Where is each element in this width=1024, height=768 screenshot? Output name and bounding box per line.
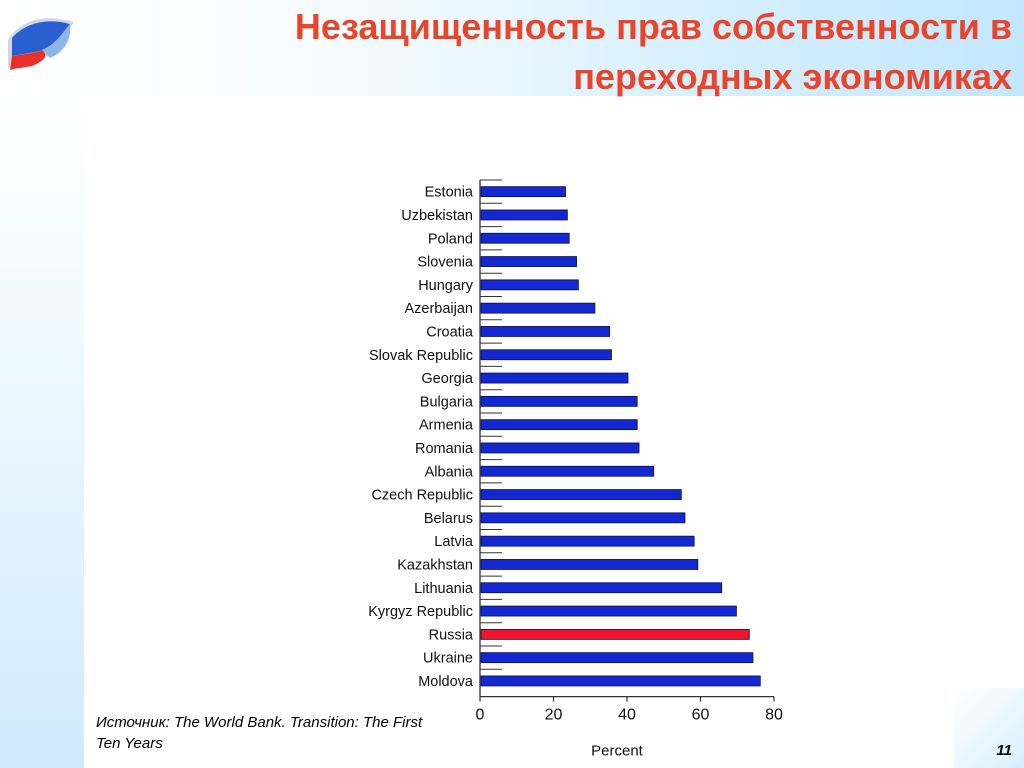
category-label: Armenia	[419, 418, 474, 434]
bar-slovak-republic	[480, 349, 612, 361]
page-number: 11	[996, 742, 1012, 759]
category-label: Hungary	[418, 278, 474, 294]
title-line-1: Незащищенность прав собственности в	[294, 6, 1012, 47]
category-label: Uzbekistan	[401, 208, 473, 224]
bar-kyrgyz-republic	[480, 605, 737, 617]
x-tick-label: 60	[692, 707, 710, 724]
source-note: Источник: The World Bank. Transition: Th…	[96, 714, 423, 752]
bar-kazakhstan	[480, 559, 699, 570]
category-label: Kyrgyz Republic	[368, 604, 473, 620]
corner-decor-band	[954, 688, 1024, 768]
bar-armenia	[480, 419, 638, 431]
category-label: Slovenia	[417, 255, 474, 271]
category-label: Kazakhstan	[397, 557, 473, 573]
category-label: Croatia	[426, 324, 474, 340]
bar-croatia	[480, 326, 611, 337]
category-label: Czech Republic	[371, 488, 473, 504]
bar-lithuania	[480, 582, 723, 594]
category-label: Albania	[425, 464, 474, 480]
bar-poland	[480, 232, 570, 244]
bar-czech-republic	[480, 489, 682, 500]
bar-moldova	[480, 675, 761, 687]
x-tick-label: 80	[765, 707, 783, 724]
category-label: Moldova	[418, 674, 474, 690]
category-label: Bulgaria	[420, 394, 474, 410]
bar-latvia	[480, 535, 695, 547]
title-line-2: переходных экономиках	[573, 56, 1012, 97]
category-label: Latvia	[434, 534, 474, 550]
bar-slovenia	[480, 256, 577, 267]
bar-ukraine	[480, 652, 754, 664]
slide-title: Незащищенность прав собственности в пере…	[112, 2, 1012, 102]
x-tick-label: 20	[545, 707, 563, 724]
category-label: Azerbaijan	[404, 301, 473, 317]
category-label: Slovak Republic	[369, 348, 473, 364]
x-tick-label: 0	[476, 707, 485, 724]
category-label: Georgia	[421, 371, 474, 387]
bar-bulgaria	[480, 395, 638, 407]
bar-albania	[480, 465, 655, 477]
header-band	[0, 0, 1024, 96]
left-decor-band	[0, 96, 84, 768]
bar-uzbekistan	[480, 209, 568, 221]
category-label: Ukraine	[423, 651, 473, 667]
bar-estonia	[480, 186, 566, 198]
flag-wave-logo-icon	[8, 18, 74, 70]
category-label: Russia	[429, 627, 474, 643]
bar-russia	[480, 628, 750, 640]
bar-hungary	[480, 279, 579, 291]
category-label: Romania	[415, 441, 474, 457]
category-label: Lithuania	[414, 581, 474, 597]
category-label: Poland	[428, 231, 473, 247]
category-label: Belarus	[424, 511, 473, 527]
category-label: Estonia	[425, 185, 474, 201]
bar-azerbaijan	[480, 302, 596, 314]
bar-georgia	[480, 372, 629, 384]
bar-romania	[480, 442, 640, 454]
x-tick-label: 40	[618, 707, 636, 724]
bar-belarus	[480, 512, 686, 524]
x-axis-label: Percent	[591, 743, 644, 760]
